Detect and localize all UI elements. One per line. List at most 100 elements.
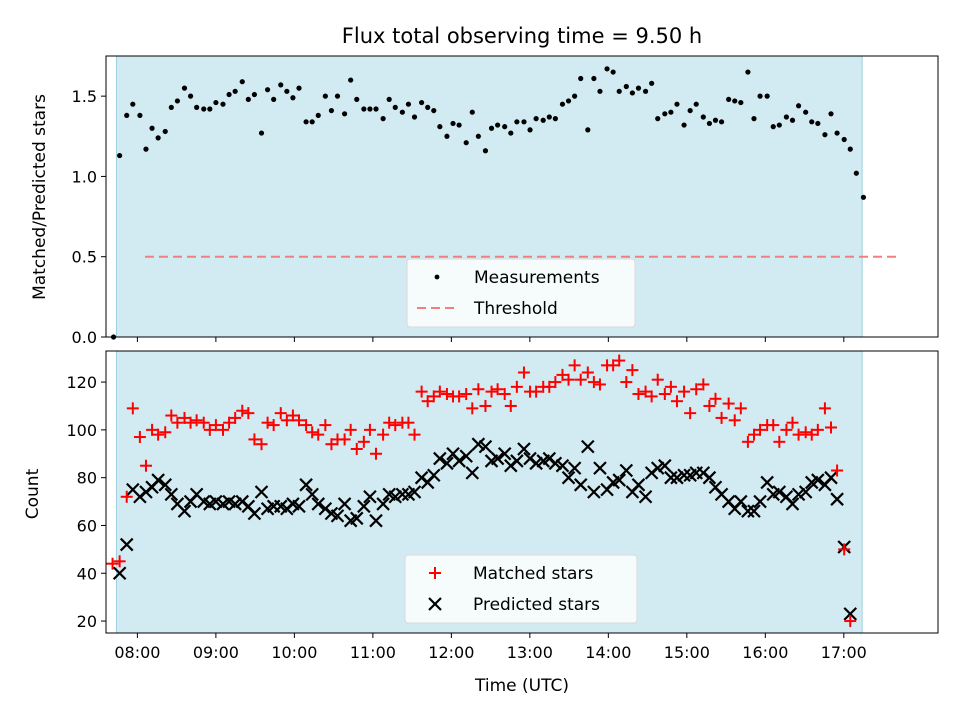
legend-label-predicted: Predicted stars [473, 595, 600, 615]
measurement-point [803, 109, 809, 115]
legend-box [406, 258, 636, 328]
matched-star-point [370, 447, 383, 460]
y-tick-label: 0.5 [72, 248, 97, 267]
matched-star-point [267, 419, 280, 432]
measurement-point [117, 152, 123, 159]
x-axis-label: Time (UTC) [474, 676, 569, 696]
measurement-point [399, 109, 405, 115]
measurement-point [718, 119, 725, 125]
measurement-point [201, 106, 207, 112]
matched-star-point [357, 435, 370, 448]
chart-title: Flux total observing time = 9.50 h [342, 24, 702, 48]
measurement-point [245, 96, 251, 102]
matched-star-point [607, 359, 620, 372]
measurement-point [155, 135, 161, 141]
matched-star-point [300, 419, 313, 432]
matched-star-point [658, 388, 671, 401]
measurement-point [251, 91, 258, 98]
matched-star-point [408, 428, 421, 441]
predicted-star-point [254, 485, 269, 499]
x-tick-label: 09:00 [193, 643, 239, 662]
legend-label-threshold: Threshold [473, 299, 558, 319]
measurement-point [315, 112, 321, 119]
predicted-star-point [376, 497, 390, 511]
matched-star-point [229, 411, 242, 424]
x-axis-ticks [136, 337, 845, 342]
matched-star-point [415, 385, 428, 398]
measurement-point [687, 107, 693, 114]
matched-star-point [684, 407, 697, 420]
predicted-star-point [702, 470, 717, 485]
measurement-point [278, 82, 284, 88]
legend-marker-predicted [428, 597, 442, 611]
predicted-star-point [177, 504, 192, 518]
measurement-point [444, 133, 450, 139]
predicted-star-point [638, 490, 653, 504]
measurement-point [546, 114, 552, 120]
predicted-star-point [112, 566, 127, 581]
measurement-point [585, 127, 591, 133]
matched-star-point [504, 399, 517, 412]
y-axis-label: Matched/Predicted stars [30, 94, 50, 300]
y-tick-label: 0.0 [72, 328, 97, 347]
predicted-star-point [158, 478, 173, 492]
matched-star-point [209, 419, 222, 432]
x-axis-ticks: 08:00 09:00 10:00 11:00 12:00 13:00 14:00 15:00… [114, 633, 867, 662]
matched-star-point [581, 366, 594, 379]
measurement-point [373, 106, 379, 112]
matched-star-point [190, 414, 203, 427]
legend-label-measurements: Measurements [474, 268, 600, 288]
y-axis-ticks: 0.0 0.5 1.0 1.5 [72, 87, 106, 347]
measurement-point [604, 66, 610, 72]
measurement-point [770, 124, 776, 130]
measurement-point [514, 119, 520, 125]
predicted-star-point [798, 485, 813, 499]
measurement-point [143, 146, 149, 152]
measurement-point [168, 104, 174, 110]
measurement-point [226, 91, 232, 98]
measurement-point [124, 112, 130, 119]
measurement-point [655, 116, 661, 122]
matched-star-point [530, 385, 543, 398]
matched-star-point [485, 385, 498, 398]
matched-star-point [389, 419, 402, 432]
predicted-star-point [395, 487, 410, 502]
legend: Measurements Threshold [406, 258, 636, 328]
matched-star-point [754, 423, 767, 436]
measurement-point [469, 109, 475, 115]
measurement-point [795, 103, 802, 109]
measurement-point [213, 99, 219, 106]
predicted-star-point [785, 497, 800, 511]
matched-star-point [747, 428, 760, 441]
matched-star-point [697, 378, 710, 391]
measurement-point [508, 130, 514, 136]
predicted-star-point [510, 454, 524, 468]
measurement-point [419, 99, 425, 106]
measurement-point [809, 119, 815, 125]
measurement-point [354, 96, 360, 102]
predicted-star-point [741, 504, 755, 518]
legend-marker-measurements [434, 274, 440, 280]
matched-star-point [780, 423, 793, 436]
matched-star-point [255, 438, 268, 451]
measurement-point [431, 107, 437, 114]
measurement-point [130, 101, 136, 107]
measurement-point [706, 120, 713, 127]
measurement-point [334, 93, 341, 99]
matched-star-point [203, 423, 216, 436]
predicted-star-point [330, 509, 345, 523]
measurement-point [726, 96, 732, 102]
predicted-star-point [299, 478, 313, 492]
y-tick-label: 60 [77, 516, 97, 535]
matched-star-point [427, 390, 440, 403]
plot-frame [105, 350, 939, 634]
matched-star-point [562, 373, 575, 386]
x-tick-label: 14:00 [585, 643, 631, 662]
measurement-point [386, 96, 392, 102]
matched-star-point [703, 399, 716, 412]
measurement-point [296, 85, 302, 91]
x-tick-label: 10:00 [271, 643, 317, 662]
measurement-point [853, 170, 859, 176]
measurement-point [578, 75, 584, 82]
matched-star-point [236, 404, 249, 417]
